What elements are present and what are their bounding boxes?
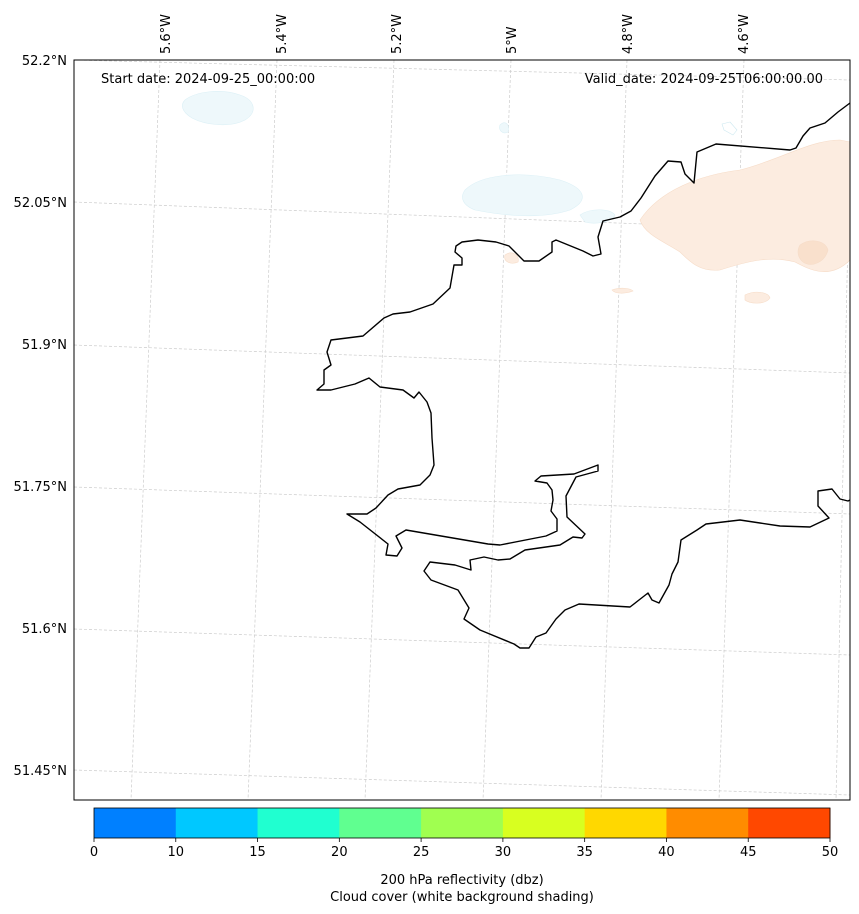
colorbar-segment [584, 808, 667, 838]
lat-label: 52.05°N [14, 196, 67, 211]
colorbar-label-line2: Cloud cover (white background shading) [330, 890, 594, 905]
parallel-line [73, 486, 851, 515]
colorbar-tick-label: 50 [822, 845, 839, 860]
lon-label: 5.2°W [390, 14, 405, 54]
lon-label: 5°W [505, 26, 520, 54]
colorbar-tick-label: 15 [249, 845, 266, 860]
colorbar-tick-label: 25 [413, 845, 430, 860]
lat-label: 52.2°N [22, 54, 67, 69]
meridian-line [130, 59, 161, 801]
lat-label: 51.6°N [22, 622, 67, 637]
reflectivity-shading [504, 139, 851, 304]
colorbar-tick-label: 45 [740, 845, 757, 860]
colorbar-tick-label: 10 [168, 845, 185, 860]
parallel-line [73, 769, 851, 796]
colorbar-segment [666, 808, 749, 838]
colorbar-segment [94, 808, 177, 838]
colorbar-tick-label: 0 [90, 845, 98, 860]
colorbar-segment [257, 808, 340, 838]
north-coast [316, 102, 851, 649]
lon-label: 5.6°W [159, 14, 174, 54]
island-outline [721, 121, 738, 136]
valid-date-label: Valid_date: 2024-09-25T06:00:00.00 [585, 72, 823, 87]
colorbar-label-line1: 200 hPa reflectivity (dbz) [380, 873, 543, 888]
colorbar-segment [339, 808, 422, 838]
latitude-labels: 52.2°N 52.05°N 51.9°N 51.75°N 51.6°N 51.… [14, 54, 67, 779]
lat-label: 51.9°N [22, 338, 67, 353]
colorbar-tick-label: 40 [658, 845, 675, 860]
meridian-line [247, 59, 278, 801]
cloud-shading [182, 91, 616, 224]
colorbar-tick-label: 20 [331, 845, 348, 860]
colorbar-segment [175, 808, 259, 838]
meridian-line [482, 59, 512, 801]
parallel-line [73, 59, 851, 81]
lon-label: 5.4°W [275, 14, 290, 54]
colorbar-tick-label: 35 [576, 845, 593, 860]
meridian-line [718, 59, 745, 801]
lon-label: 4.8°W [621, 14, 636, 54]
lat-label: 51.45°N [14, 764, 67, 779]
colorbar-segment [748, 808, 831, 838]
meridian-line [600, 59, 628, 801]
colorbar: 0 10 15 20 25 30 35 40 45 50 200 hPa reflectivity… [90, 807, 839, 905]
parallel-line [73, 628, 851, 656]
colorbar-segment [421, 808, 504, 838]
longitude-labels: 5.6°W 5.4°W 5.2°W 5°W 4.8°W 4.6°W [159, 14, 752, 54]
start-date-label: Start date: 2024-09-25_00:00:00 [101, 72, 315, 87]
lon-label: 4.6°W [737, 14, 752, 54]
lat-label: 51.75°N [14, 480, 67, 495]
meridian-line [364, 59, 395, 801]
parallel-line [73, 344, 851, 374]
colorbar-tick-label: 30 [495, 845, 512, 860]
colorbar-segment [502, 808, 586, 838]
coastline [316, 102, 851, 649]
map-area [73, 59, 851, 801]
